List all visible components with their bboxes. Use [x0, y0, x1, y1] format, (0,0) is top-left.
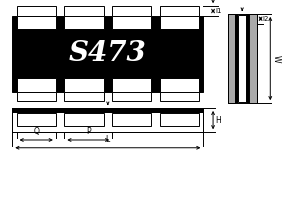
Bar — [12, 16, 203, 92]
Bar — [160, 113, 199, 126]
Bar — [17, 92, 56, 101]
Bar — [112, 16, 151, 29]
Bar — [64, 6, 104, 16]
Bar — [112, 113, 151, 126]
Bar — [112, 92, 151, 101]
Bar — [112, 78, 151, 92]
Text: KEN: KEN — [123, 42, 206, 76]
Text: W: W — [271, 55, 280, 62]
Text: Q: Q — [33, 127, 39, 136]
Text: S473: S473 — [69, 40, 147, 67]
Bar — [17, 113, 56, 126]
Text: l2: l2 — [262, 16, 269, 22]
Bar — [160, 78, 199, 92]
Text: OCK: OCK — [59, 42, 144, 76]
Bar — [112, 6, 151, 16]
Bar — [160, 92, 199, 101]
Bar — [12, 108, 203, 132]
Text: L: L — [106, 135, 110, 144]
Bar — [238, 15, 246, 102]
Bar — [235, 14, 238, 103]
Bar — [17, 78, 56, 92]
Bar — [17, 6, 56, 16]
Bar — [249, 14, 257, 103]
Bar — [12, 108, 203, 113]
Bar — [64, 78, 104, 92]
Bar — [160, 6, 199, 16]
Bar — [64, 16, 104, 29]
Bar — [17, 16, 56, 29]
Text: l1: l1 — [215, 8, 221, 14]
Bar — [246, 14, 249, 103]
Bar — [64, 92, 104, 101]
Bar — [64, 113, 104, 126]
Bar — [160, 16, 199, 29]
Text: H: H — [215, 116, 221, 125]
Bar — [228, 14, 235, 103]
Text: P: P — [86, 127, 91, 136]
Bar — [228, 14, 257, 103]
Bar — [12, 108, 203, 132]
